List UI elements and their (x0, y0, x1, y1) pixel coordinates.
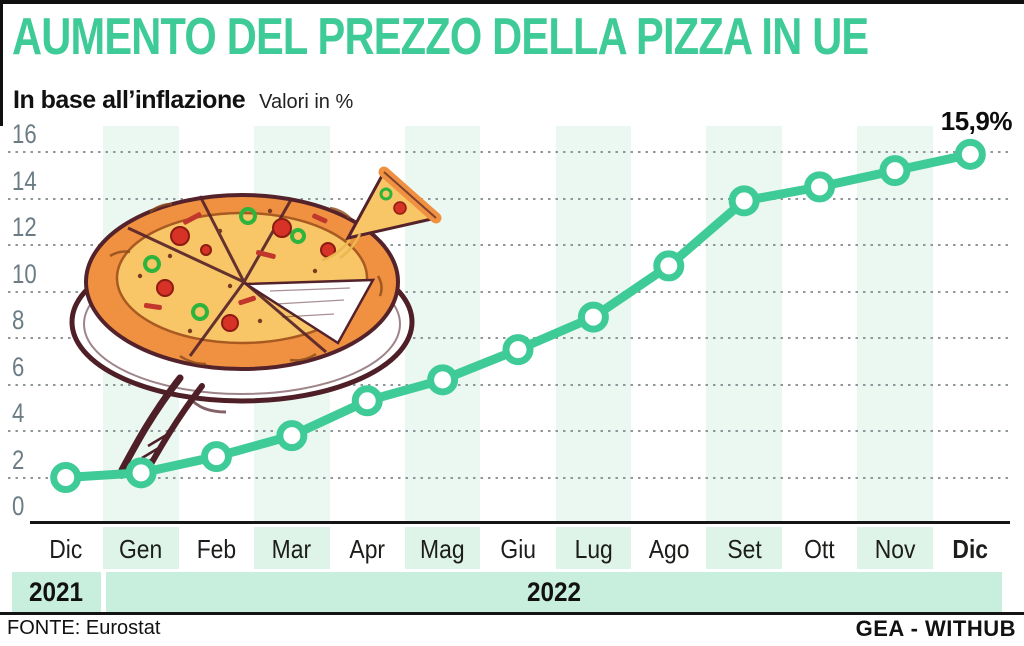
column-stripe (857, 527, 933, 569)
y-axis-tick-label: 14 (12, 165, 37, 196)
top-border (0, 0, 1024, 4)
y-axis-tick-label: 10 (12, 258, 37, 289)
data-point (804, 171, 836, 203)
pizza-illustration (69, 166, 442, 474)
y-axis-tick-label: 16 (12, 119, 37, 149)
y-axis-tick-label: 2 (12, 444, 25, 475)
data-point (954, 138, 986, 170)
unit-note: Valori in % (259, 91, 354, 113)
year-label-2022: 2022 (526, 576, 582, 607)
column-stripe (254, 527, 330, 569)
x-axis-label: Feb (196, 534, 237, 564)
left-border (0, 0, 3, 126)
column-stripe (103, 527, 179, 569)
footer-divider (0, 612, 1024, 615)
column-stripe (857, 126, 933, 524)
x-axis-label: Set (726, 534, 762, 564)
x-axis-label: Dic (952, 534, 989, 564)
year-band-2021: 2021 (12, 572, 101, 612)
y-axis-tick-label: 6 (12, 351, 25, 382)
column-stripe (706, 126, 782, 524)
end-value-label: 15,9% (940, 106, 1013, 136)
x-axis-label: Gen (119, 534, 163, 564)
page-title: AUMENTO DEL PREZZO DELLA PIZZA IN UE (12, 8, 869, 66)
x-axis-label: Lug (574, 534, 613, 564)
chart-subtitle: In base all’inflazione (13, 86, 246, 114)
y-axis-tick-label: 4 (12, 398, 25, 428)
data-point (502, 334, 534, 366)
year-band-2022: 2022 (106, 572, 1002, 612)
y-axis-tick-label: 0 (12, 491, 25, 521)
column-stripe (404, 527, 481, 569)
source-note: FONTE: Eurostat (7, 617, 161, 639)
credit-logo: GEA - WITHUB (855, 616, 1016, 641)
x-axis-label: Ott (804, 534, 835, 564)
data-point (653, 250, 685, 282)
y-axis-tick-label: 12 (12, 212, 37, 242)
x-axis-label: Mag (420, 534, 465, 564)
subtitle-row: In base all’inflazione Valori in % (13, 86, 353, 115)
column-stripe (555, 527, 632, 569)
year-label-2021: 2021 (29, 576, 84, 607)
x-axis-label: Dic (49, 534, 83, 564)
x-axis-label: Nov (874, 534, 916, 564)
column-stripe (706, 527, 782, 569)
y-axis-tick-label: 8 (12, 305, 25, 335)
column-stripe (555, 126, 632, 524)
x-axis-label: Giu (500, 534, 536, 564)
x-axis-line (30, 521, 1010, 524)
x-axis-label: Apr (349, 534, 386, 564)
x-axis-label: Mar (272, 534, 312, 564)
x-axis-label: Ago (648, 534, 690, 564)
